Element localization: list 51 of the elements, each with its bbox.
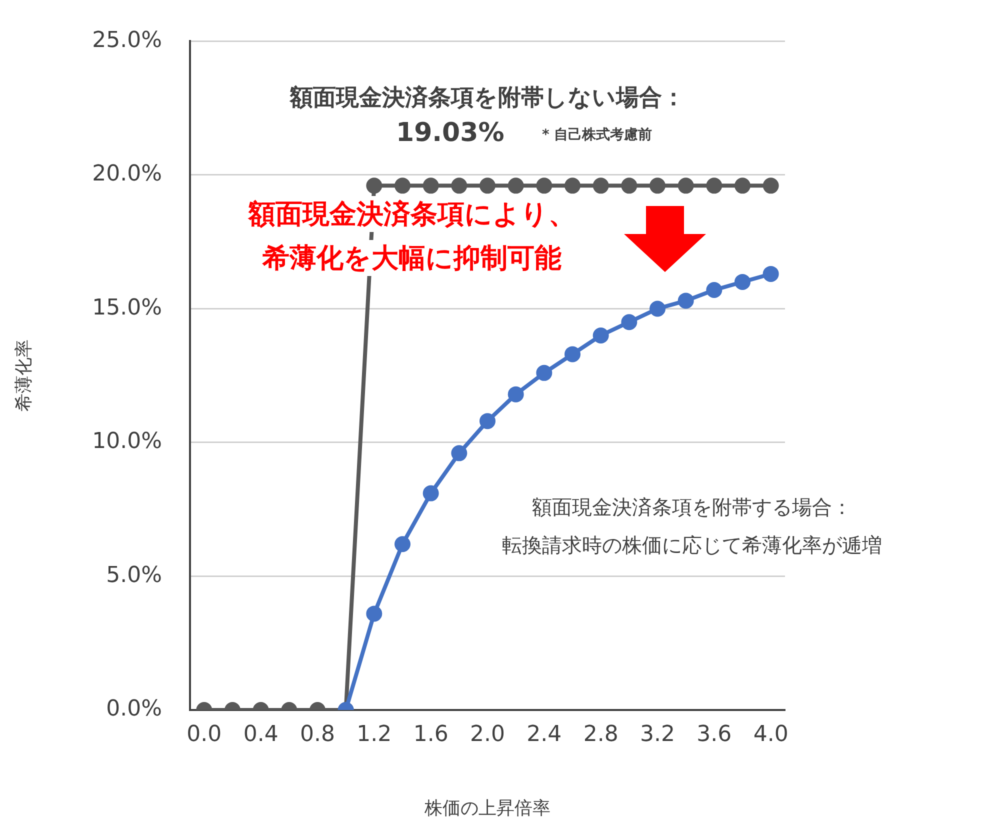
x-tick-label: 0.4 <box>243 722 278 747</box>
point <box>536 364 552 381</box>
x-tick-label: 2.8 <box>583 722 618 747</box>
point <box>678 292 694 309</box>
y-tick-label: 0.0% <box>106 696 162 722</box>
point <box>706 282 722 298</box>
point <box>706 178 722 194</box>
x-tick-label: 1.6 <box>413 722 448 747</box>
annotation: 額面現金決済条項を附帯しない場合： <box>290 84 685 113</box>
point <box>480 178 496 194</box>
y-tick-label: 20.0% <box>92 162 162 187</box>
point <box>508 178 524 194</box>
point <box>650 178 666 194</box>
point <box>508 386 524 402</box>
annotation: * 自己株式考慮前 <box>542 126 652 144</box>
annotation: 19.03% <box>396 118 504 148</box>
point <box>592 327 609 344</box>
point <box>564 178 580 194</box>
annotation: 転換請求時の株価に応じて希薄化率が逓増 <box>502 532 882 559</box>
point <box>451 178 468 194</box>
y-axis-title: 希薄化率 <box>13 340 34 412</box>
x-tick-label: 3.6 <box>696 722 732 747</box>
y-tick-label: 5.0% <box>106 562 162 588</box>
annotation: 額面現金決済条項により、 <box>248 196 576 232</box>
y-tick-label: 15.0% <box>92 295 162 320</box>
x-tick-label: 3.2 <box>640 722 675 747</box>
point <box>592 178 609 194</box>
point <box>678 178 694 194</box>
point <box>536 178 552 194</box>
point <box>762 266 779 282</box>
point <box>564 346 580 362</box>
x-tick-label: 1.2 <box>356 722 392 747</box>
point <box>394 178 410 194</box>
point <box>734 178 750 194</box>
x-tick-label: 2.0 <box>470 722 505 747</box>
annotation: 額面現金決済条項を附帯する場合： <box>532 494 852 521</box>
annotation: 希薄化を大幅に抑制可能 <box>262 240 562 276</box>
y-tick-label: 10.0% <box>92 429 162 454</box>
x-axis-title: 株価の上昇倍率 <box>424 798 550 819</box>
y-tick-label: 25.0% <box>92 28 162 53</box>
x-tick-label: 0.8 <box>300 722 335 747</box>
point <box>422 178 439 194</box>
point <box>734 274 750 290</box>
point <box>366 178 382 194</box>
point <box>650 300 666 317</box>
x-tick-label: 4.0 <box>753 722 788 747</box>
x-tick-label: 0.0 <box>186 722 222 747</box>
x-tick-label: 2.4 <box>526 722 562 747</box>
point <box>621 314 638 330</box>
point <box>762 178 779 194</box>
point <box>621 178 638 194</box>
